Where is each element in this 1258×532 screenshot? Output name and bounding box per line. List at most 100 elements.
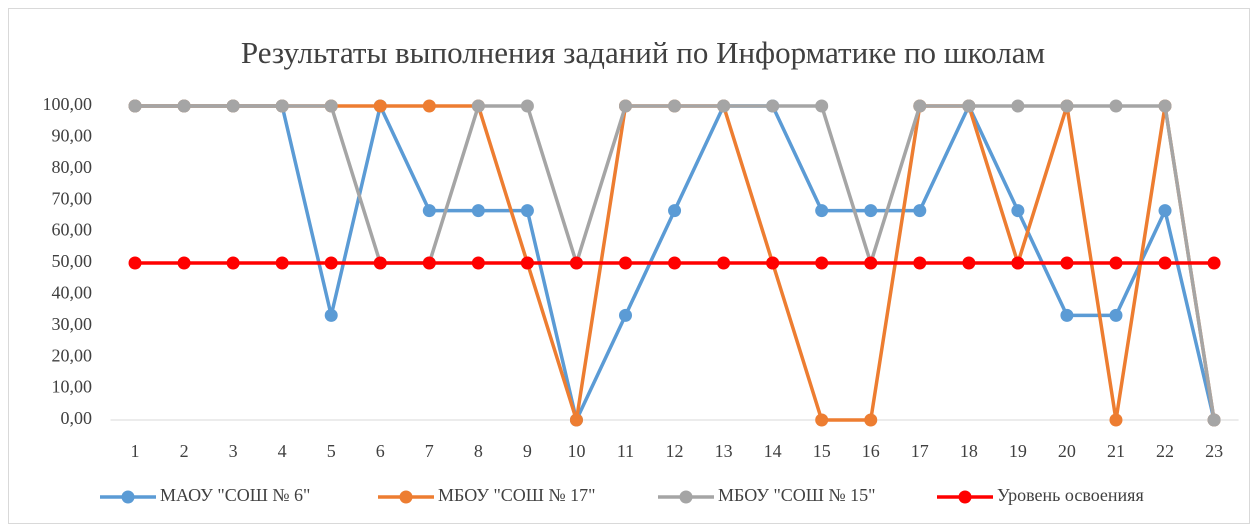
x-tick-label: 12	[666, 441, 684, 461]
x-tick-label: 2	[180, 441, 189, 461]
point	[1011, 256, 1025, 270]
y-tick-label: 70,00	[52, 188, 93, 208]
y-tick-label: 20,00	[52, 345, 93, 365]
x-tick-label: 23	[1205, 441, 1223, 461]
y-tick-label: 100,00	[43, 94, 93, 114]
point	[717, 256, 731, 270]
point	[324, 308, 338, 322]
y-tick-label: 0,00	[61, 408, 93, 428]
y-tick-label: 50,00	[52, 251, 93, 271]
x-tick-label: 15	[813, 441, 831, 461]
x-tick-label: 19	[1009, 441, 1027, 461]
x-tick-label: 4	[278, 441, 287, 461]
x-tick-label: 10	[567, 441, 585, 461]
legend-label: Уровень освоенияя	[997, 485, 1144, 505]
point	[226, 256, 240, 270]
point	[128, 99, 142, 113]
y-tick-label: 80,00	[52, 157, 93, 177]
point	[128, 256, 142, 270]
point	[1011, 204, 1025, 218]
x-tick-label: 20	[1058, 441, 1076, 461]
point	[1158, 256, 1172, 270]
point	[815, 256, 829, 270]
point	[962, 256, 976, 270]
point	[520, 256, 534, 270]
point	[471, 204, 485, 218]
point	[1109, 413, 1123, 427]
point	[422, 99, 436, 113]
x-tick-label: 13	[715, 441, 733, 461]
point	[864, 256, 878, 270]
point	[226, 99, 240, 113]
point	[913, 99, 927, 113]
point	[619, 256, 633, 270]
y-tick-label: 30,00	[52, 314, 93, 334]
point	[177, 99, 191, 113]
point	[1158, 204, 1172, 218]
point	[373, 256, 387, 270]
legend-marker	[121, 490, 135, 504]
point	[962, 99, 976, 113]
point	[520, 99, 534, 113]
point	[1011, 99, 1025, 113]
point	[324, 99, 338, 113]
point	[275, 256, 289, 270]
x-tick-label: 8	[474, 441, 483, 461]
point	[177, 256, 191, 270]
point	[1207, 413, 1221, 427]
point	[471, 99, 485, 113]
point	[1060, 308, 1074, 322]
point	[1109, 99, 1123, 113]
chart-title: Результаты выполнения заданий по Информа…	[241, 35, 1045, 70]
point	[766, 99, 780, 113]
x-tick-label: 16	[862, 441, 880, 461]
x-tick-label: 14	[764, 441, 782, 461]
point	[422, 204, 436, 218]
x-tick-label: 22	[1156, 441, 1174, 461]
point	[569, 256, 583, 270]
point	[275, 99, 289, 113]
point	[913, 256, 927, 270]
point	[864, 204, 878, 218]
point	[471, 256, 485, 270]
point	[668, 99, 682, 113]
y-tick-label: 10,00	[52, 377, 93, 397]
legend-label: МБОУ "СОШ № 17"	[438, 485, 595, 505]
legend-marker	[958, 490, 972, 504]
y-tick-label: 90,00	[52, 126, 93, 146]
point	[815, 204, 829, 218]
x-tick-label: 21	[1107, 441, 1125, 461]
point	[766, 256, 780, 270]
point	[815, 413, 829, 427]
y-tick-label: 60,00	[52, 220, 93, 240]
point	[815, 99, 829, 113]
point	[913, 204, 927, 218]
legend-marker	[679, 490, 693, 504]
legend-marker	[399, 490, 413, 504]
point	[668, 256, 682, 270]
point	[1109, 256, 1123, 270]
point	[373, 99, 387, 113]
x-tick-label: 11	[617, 441, 634, 461]
y-tick-label: 40,00	[52, 283, 93, 303]
point	[1158, 99, 1172, 113]
point	[668, 204, 682, 218]
x-tick-label: 1	[131, 441, 140, 461]
point	[864, 413, 878, 427]
legend-label: МБОУ "СОШ № 15"	[718, 485, 875, 505]
point	[422, 256, 436, 270]
point	[520, 204, 534, 218]
point	[619, 99, 633, 113]
point	[1109, 308, 1123, 322]
x-tick-label: 18	[960, 441, 978, 461]
x-tick-label: 5	[327, 441, 336, 461]
point	[1207, 256, 1221, 270]
x-tick-label: 7	[425, 441, 434, 461]
point	[1060, 256, 1074, 270]
point	[619, 308, 633, 322]
x-tick-label: 6	[376, 441, 385, 461]
point	[717, 99, 731, 113]
legend-label: МАОУ "СОШ № 6"	[160, 485, 310, 505]
x-tick-label: 9	[523, 441, 532, 461]
